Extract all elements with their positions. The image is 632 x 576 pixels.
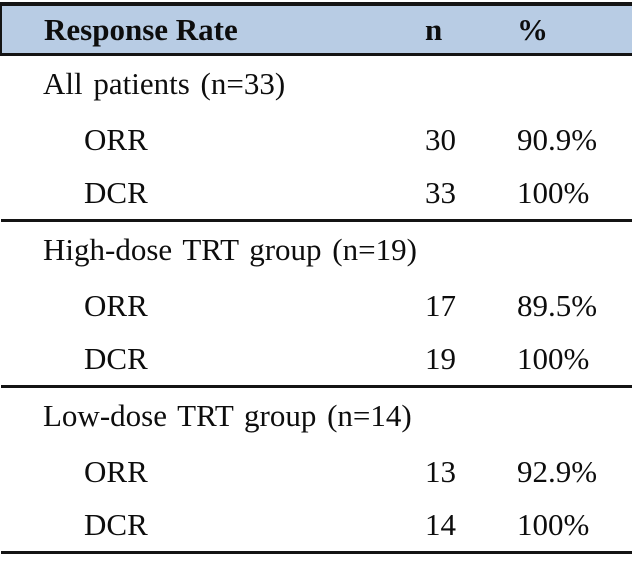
column-header-percent: % [517,2,632,56]
empty-cell [517,220,632,278]
metric-label-orr: ORR [1,112,425,166]
section-title-high-dose: High-dose TRT group (n=19) [1,220,425,278]
metric-label-dcr: DCR [1,498,425,554]
section-title-row-all-patients: All patients (n=33) [1,54,632,112]
cell-n-value: 30 [425,112,517,166]
section-title-row-low-dose: Low-dose TRT group (n=14) [1,386,632,444]
column-header-response-rate: Response Rate [0,2,425,56]
empty-cell [425,386,517,444]
cell-pct-value: 100% [517,498,632,554]
section-title-all-patients: All patients (n=33) [1,54,425,112]
cell-n-value: 13 [425,444,517,498]
metric-row-dcr: DCR 14 100% [1,498,632,554]
empty-cell [425,220,517,278]
metric-row-dcr: DCR 33 100% [1,166,632,222]
cell-n-value: 19 [425,332,517,388]
cell-pct-value: 100% [517,332,632,388]
response-rate-table: Response Rate n % All patients (n=33) OR… [0,2,632,554]
metric-row-orr: ORR 30 90.9% [1,112,632,166]
metric-label-orr: ORR [1,444,425,498]
paper-table-container: Response Rate n % All patients (n=33) OR… [0,2,632,554]
cell-n-value: 33 [425,166,517,222]
metric-row-orr: ORR 13 92.9% [1,444,632,498]
metric-label-dcr: DCR [1,332,425,388]
metric-row-orr: ORR 17 89.5% [1,278,632,332]
column-header-n: n [425,2,517,56]
empty-cell [425,54,517,112]
cell-n-value: 14 [425,498,517,554]
cell-pct-value: 89.5% [517,278,632,332]
cell-pct-value: 92.9% [517,444,632,498]
empty-cell [517,54,632,112]
metric-label-dcr: DCR [1,166,425,222]
empty-cell [517,386,632,444]
metric-label-orr: ORR [1,278,425,332]
header-row: Response Rate n % [0,2,632,56]
metric-row-dcr: DCR 19 100% [1,332,632,388]
cell-n-value: 17 [425,278,517,332]
cell-pct-value: 90.9% [517,112,632,166]
cell-pct-value: 100% [517,166,632,222]
section-title-low-dose: Low-dose TRT group (n=14) [1,386,425,444]
section-title-row-high-dose: High-dose TRT group (n=19) [1,220,632,278]
